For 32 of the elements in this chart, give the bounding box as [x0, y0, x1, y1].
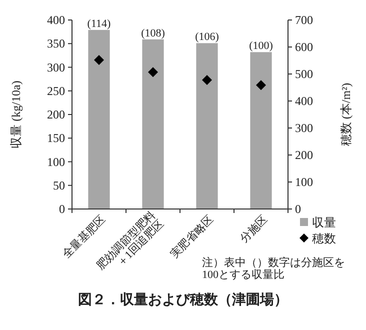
y2-tick-label: 500	[295, 67, 313, 81]
legend-label: 収量	[312, 216, 336, 230]
y-tick-label: 400	[47, 13, 65, 27]
y2-tick-label: 400	[295, 94, 313, 108]
y2-tick-label: 100	[295, 175, 313, 189]
annotation: (108)	[141, 27, 166, 40]
point	[94, 54, 104, 65]
annotation: (114)	[87, 18, 112, 30]
y-tick-label: 350	[47, 36, 65, 51]
point	[256, 80, 266, 90]
annotation: (100)	[249, 40, 274, 52]
x-tick-label: 分施区	[237, 212, 270, 246]
point	[202, 74, 212, 85]
y2-tick-label: 300	[295, 121, 313, 135]
y2-tick-label: 600	[295, 40, 313, 54]
text: 注）表中（）数字は分施区を 100とする収量比	[202, 256, 345, 282]
legend-label: 穂数	[312, 232, 336, 246]
y-axis-title: 収量 (kg/10a)	[9, 80, 23, 148]
annotation: (106)	[195, 31, 220, 44]
point	[148, 67, 158, 78]
y-tick-label: 0	[59, 202, 65, 216]
y-tick-label: 250	[47, 84, 65, 98]
y-tick-label: 150	[47, 131, 65, 146]
y2-tick-label: 0	[295, 202, 301, 216]
y-tick-label: 100	[47, 154, 65, 169]
y2-tick-label: 200	[295, 148, 313, 162]
y-tick-label: 300	[47, 60, 65, 74]
y2-tick-label: 700	[295, 13, 313, 27]
y-tick-label: 50	[53, 178, 65, 192]
y2-axis-title: 穂数 (本/m²)	[339, 82, 353, 146]
y-tick-label: 200	[47, 108, 65, 122]
text: 図２．収量および穂数（津圃場）	[78, 292, 288, 308]
